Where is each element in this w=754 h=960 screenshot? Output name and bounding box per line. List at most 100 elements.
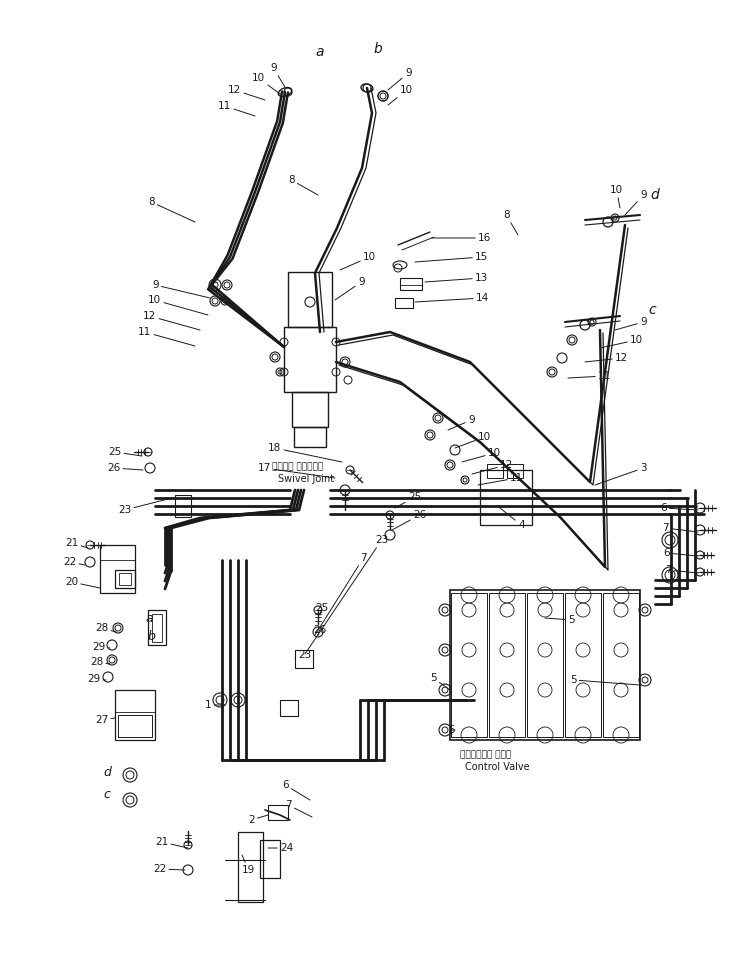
Bar — [288, 272, 332, 327]
Text: 9: 9 — [615, 317, 647, 330]
Bar — [119, 573, 131, 585]
Text: 21: 21 — [155, 837, 188, 848]
Text: b: b — [148, 630, 156, 642]
Text: 23: 23 — [295, 650, 311, 660]
Bar — [268, 805, 288, 820]
Bar — [152, 614, 162, 642]
Text: c: c — [648, 303, 656, 317]
Bar — [280, 700, 298, 716]
Bar — [450, 590, 640, 740]
Text: 14: 14 — [415, 293, 489, 303]
Text: 5: 5 — [448, 725, 455, 735]
Text: 10: 10 — [600, 335, 643, 348]
Bar — [238, 832, 263, 902]
Text: 7: 7 — [662, 523, 698, 533]
Text: 28: 28 — [95, 623, 116, 633]
Text: c: c — [103, 788, 110, 802]
Bar — [295, 650, 313, 668]
Text: 22: 22 — [153, 864, 185, 874]
Text: 12: 12 — [472, 460, 513, 474]
Text: 9: 9 — [270, 63, 285, 87]
Bar — [148, 610, 166, 645]
Text: 6: 6 — [282, 780, 310, 800]
Bar — [487, 464, 503, 478]
Text: 12: 12 — [143, 311, 200, 330]
Bar — [175, 495, 191, 517]
Text: 9: 9 — [335, 277, 365, 300]
Text: 10: 10 — [148, 295, 208, 315]
Bar — [507, 464, 523, 478]
Text: 8: 8 — [148, 197, 195, 222]
Text: 7: 7 — [665, 565, 698, 575]
Text: 5: 5 — [570, 675, 640, 685]
Text: 10: 10 — [462, 448, 501, 462]
Text: a: a — [315, 45, 323, 59]
Text: 13: 13 — [425, 273, 489, 283]
Text: 7: 7 — [315, 553, 366, 635]
Text: 23: 23 — [305, 535, 388, 654]
Text: 22: 22 — [63, 557, 85, 567]
Bar — [603, 593, 639, 737]
Bar — [400, 278, 422, 290]
Text: 25: 25 — [395, 492, 421, 508]
Text: 12: 12 — [228, 85, 265, 100]
Text: 10: 10 — [252, 73, 280, 94]
Text: 6: 6 — [660, 503, 698, 513]
Bar — [100, 545, 135, 593]
Text: 1: 1 — [205, 700, 225, 710]
Text: 19: 19 — [242, 855, 256, 875]
Text: 12: 12 — [585, 353, 628, 363]
Text: 9: 9 — [448, 415, 474, 430]
Bar — [395, 298, 413, 308]
Text: 10: 10 — [340, 252, 376, 270]
Text: 11: 11 — [218, 101, 255, 116]
Text: 9: 9 — [625, 190, 647, 215]
Text: 5: 5 — [545, 615, 575, 625]
Bar — [489, 593, 525, 737]
Text: 4: 4 — [500, 508, 525, 530]
Bar — [115, 570, 135, 588]
Text: 29: 29 — [92, 642, 110, 652]
Text: 9: 9 — [152, 280, 210, 298]
Text: コントロール バルブ: コントロール バルブ — [460, 751, 511, 759]
Text: 11: 11 — [568, 371, 611, 381]
Text: スイベル ジョイント: スイベル ジョイント — [272, 463, 323, 471]
Bar — [118, 715, 152, 737]
Bar — [294, 427, 326, 447]
Bar — [527, 593, 563, 737]
Text: 15: 15 — [415, 252, 489, 262]
Text: 20: 20 — [65, 577, 100, 588]
Bar — [284, 327, 336, 392]
Text: 11: 11 — [138, 327, 195, 346]
Bar — [480, 470, 532, 525]
Text: 17: 17 — [258, 463, 335, 478]
Text: 25: 25 — [108, 447, 142, 457]
Text: 7: 7 — [285, 800, 312, 817]
Text: 25: 25 — [315, 603, 328, 615]
Text: 26: 26 — [107, 463, 143, 473]
Text: d: d — [650, 188, 659, 202]
Text: d: d — [103, 765, 111, 779]
Text: 21: 21 — [65, 538, 88, 548]
Text: 24: 24 — [268, 843, 293, 853]
Text: Swivel Joint: Swivel Joint — [278, 474, 334, 484]
Text: 3: 3 — [595, 463, 647, 485]
Text: 10: 10 — [610, 185, 623, 208]
Text: 2: 2 — [248, 815, 268, 825]
Bar — [115, 690, 155, 740]
Text: 23: 23 — [118, 498, 172, 515]
Text: 18: 18 — [268, 443, 342, 462]
Text: 11: 11 — [478, 473, 523, 485]
Text: 26: 26 — [313, 625, 326, 635]
Text: 28: 28 — [90, 657, 110, 667]
Text: 16: 16 — [432, 233, 492, 243]
Text: 27: 27 — [95, 715, 115, 725]
Text: 9: 9 — [388, 68, 412, 90]
Text: 10: 10 — [455, 432, 491, 448]
Bar — [260, 840, 280, 878]
Text: 6: 6 — [663, 548, 698, 558]
Text: a: a — [145, 612, 152, 625]
Text: b: b — [373, 42, 382, 56]
Bar — [565, 593, 601, 737]
Text: 8: 8 — [503, 210, 518, 235]
